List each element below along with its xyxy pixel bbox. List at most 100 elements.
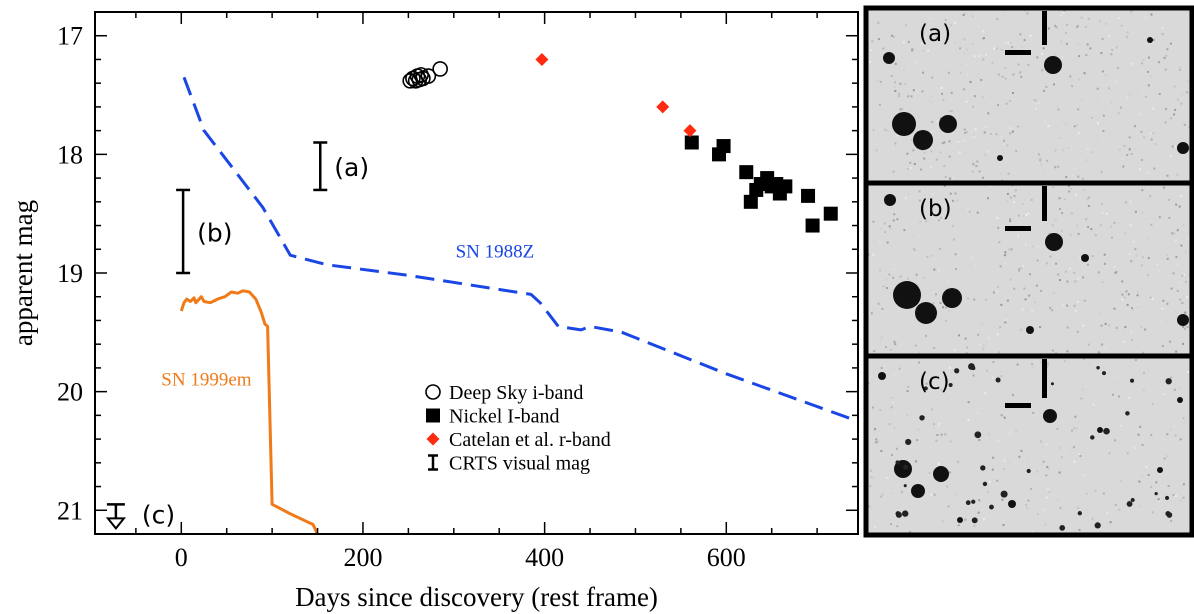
star [971,517,978,524]
noise [893,213,896,216]
noise [1087,225,1090,228]
noise [1102,107,1105,110]
noise [1179,136,1182,139]
noise [1025,214,1028,217]
noise [870,476,873,479]
star [1008,500,1016,508]
noise [1009,278,1012,281]
noise [933,426,936,429]
noise [893,85,896,88]
star [1077,511,1082,516]
noise [1180,417,1183,420]
noise [1071,429,1074,432]
noise [1068,190,1071,193]
noise [1080,397,1083,400]
noise [1184,392,1187,395]
noise [881,307,884,310]
noise [1121,293,1124,296]
star [902,510,909,517]
noise [981,322,984,325]
noise [927,49,930,52]
star [1026,326,1034,334]
noise [1130,307,1133,310]
noise [1169,340,1172,343]
noise [1114,439,1117,442]
noise [965,100,968,103]
noise [932,423,935,426]
noise [959,71,962,74]
star [903,484,907,488]
noise [1104,346,1107,349]
noise [890,406,893,409]
noise [1035,284,1038,287]
noise [1017,214,1020,217]
noise [869,485,872,488]
star [884,194,896,206]
noise [880,495,883,498]
star [1165,510,1171,517]
noise [1120,24,1123,27]
noise [1180,102,1183,105]
noise [1037,153,1040,156]
noise [932,302,935,305]
noise [999,172,1002,175]
noise [1057,108,1060,111]
star [1126,501,1133,507]
comparison-curves [179,76,858,534]
noise [1117,17,1120,20]
noise [892,219,895,222]
catelan-point [683,124,697,138]
noise [1057,498,1060,501]
noise [1083,474,1086,477]
crts-range-label: (b) [197,218,232,247]
noise [896,525,899,528]
noise [1166,235,1169,238]
noise [891,401,894,404]
noise [942,99,945,102]
noise [919,168,922,171]
noise [1161,168,1164,171]
noise [886,129,889,132]
noise [939,302,942,305]
sn-1999em-label: SN 1999em [161,370,251,391]
noise [869,506,872,509]
noise [1175,255,1178,258]
noise [912,89,915,92]
noise [1166,302,1169,305]
noise [892,147,895,150]
star [1129,378,1135,383]
noise [947,310,950,313]
noise [1055,26,1058,29]
noise [963,38,966,41]
noise [973,95,976,98]
noise [911,49,914,52]
noise [973,133,976,136]
noise [1047,370,1050,373]
star [989,504,994,510]
noise [918,190,921,193]
noise [1137,303,1140,306]
noise [875,149,878,152]
noise [1169,42,1172,45]
noise [1183,212,1186,215]
noise [879,409,882,412]
noise [1048,232,1051,235]
noise [1177,98,1180,101]
noise [987,112,990,115]
noise [1000,135,1003,138]
star [957,517,963,523]
noise [1128,253,1131,256]
noise [893,81,896,84]
noise [915,90,918,93]
noise [923,151,926,154]
noise [1054,24,1057,27]
noise [1058,136,1061,139]
noise [875,441,878,444]
noise [1066,350,1069,353]
noise [884,128,887,131]
noise [983,131,986,134]
noise [1051,224,1054,227]
noise [940,388,943,391]
noise [967,401,970,404]
noise [907,40,910,43]
